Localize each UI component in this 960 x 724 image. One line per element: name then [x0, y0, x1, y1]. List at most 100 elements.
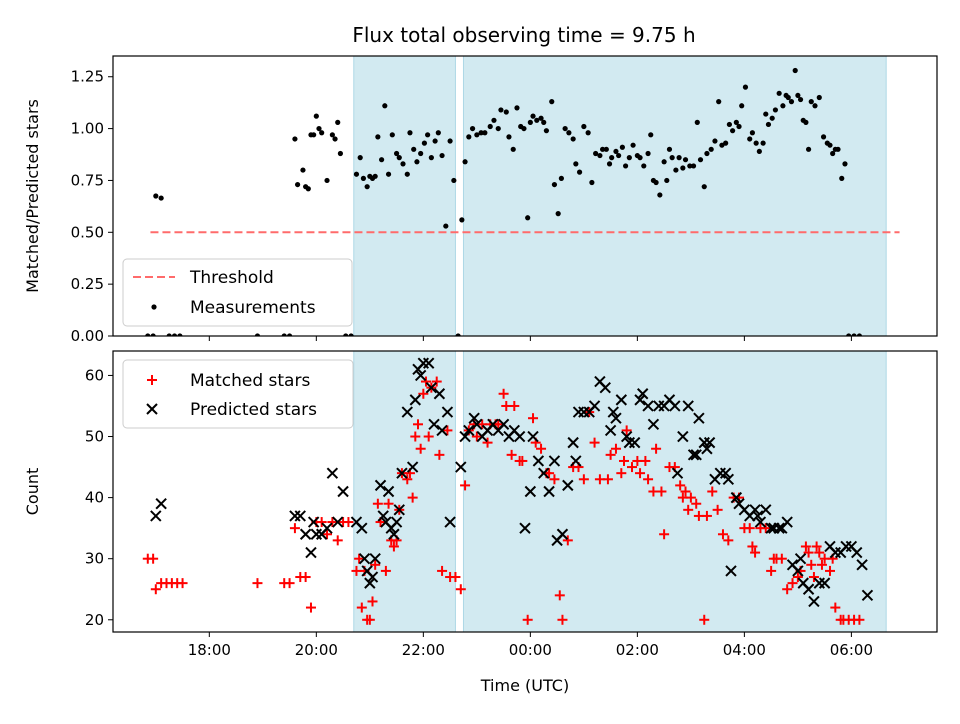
x-b: [388, 528, 400, 540]
measurement-point: [503, 109, 509, 115]
matched-star-point: [811, 541, 822, 552]
predicted-star-point: [396, 467, 408, 479]
measurement-point: [343, 333, 349, 336]
predicted-star-point: [722, 473, 735, 485]
y-tick-label: 1.25: [71, 68, 104, 86]
predicted-star-point: [332, 516, 344, 528]
predicted-star-point: [548, 455, 561, 467]
matched-star-point: [643, 474, 654, 485]
measurement-point: [613, 148, 619, 155]
predicted-star-point: [620, 430, 633, 443]
x-b: [377, 510, 389, 522]
matched-star-point: [712, 504, 723, 515]
measurement-point: [812, 103, 818, 109]
predicted-star-point: [369, 552, 381, 565]
measurement-point: [581, 123, 587, 130]
predicted-star-point: [556, 528, 569, 540]
measurement-point: [747, 136, 753, 142]
measurement-point: [704, 150, 710, 157]
predicted-star-point: [719, 467, 732, 479]
measurement-point: [730, 128, 736, 134]
predicted-star-point: [687, 449, 700, 461]
x-b: [382, 485, 395, 498]
x-b: [570, 455, 582, 467]
legend-threshold-label: Threshold: [189, 268, 274, 288]
predicted-star-point: [321, 522, 333, 534]
matched-star-point: [782, 584, 793, 595]
matched-star-point: [747, 541, 758, 552]
measurement-point: [619, 144, 625, 150]
x-b: [393, 504, 405, 516]
x-b: [824, 540, 836, 553]
predicted-star-point: [856, 559, 868, 571]
axes-frame: [112, 55, 938, 337]
x-b: [663, 394, 676, 406]
measurement-point: [603, 146, 609, 152]
measurement-point: [329, 132, 335, 138]
predicted-star-point: [299, 528, 312, 540]
measurement-point: [551, 181, 558, 188]
x-b: [701, 443, 713, 455]
predicted-star-point: [377, 510, 389, 522]
measurement-point: [300, 167, 306, 173]
legend-top: Threshold Measurements: [122, 258, 353, 327]
measurement-point: [332, 136, 338, 142]
x-b: [487, 418, 499, 431]
matched-star-point: [544, 468, 555, 479]
matched-star-point: [683, 504, 694, 515]
measurement-point: [616, 152, 622, 159]
matched-star-point: [252, 578, 263, 589]
x-b: [749, 504, 761, 516]
measurement-point: [495, 125, 501, 132]
measurement-point: [742, 84, 749, 90]
x-b: [620, 430, 633, 443]
predicted-star-point: [358, 552, 371, 565]
measurement-point: [797, 96, 804, 103]
measurement-point: [664, 177, 670, 184]
predicted-star-point: [471, 418, 483, 431]
measurement-point: [842, 161, 848, 167]
measurement-point: [785, 94, 791, 101]
x-b: [444, 516, 456, 528]
matched-star-point: [364, 614, 375, 625]
matched-star-point: [554, 590, 565, 601]
matched-star-point: [493, 419, 504, 430]
x-b: [406, 461, 419, 473]
measurement-point: [712, 138, 718, 144]
matched-star-point: [455, 584, 466, 595]
measurement-point: [780, 103, 786, 109]
measurement-point: [530, 113, 536, 119]
matched-star-point: [407, 492, 418, 503]
predicted-star-point: [610, 412, 622, 424]
x-b: [364, 577, 376, 589]
measurement-point: [379, 157, 385, 163]
predicted-star-point: [567, 436, 579, 449]
measurement-point: [701, 184, 707, 190]
predicted-star-point: [562, 479, 574, 492]
x-b: [733, 498, 745, 510]
matched-star-point: [412, 419, 423, 430]
predicted-star-point: [436, 424, 448, 437]
x-b: [150, 510, 162, 522]
x-b: [856, 559, 868, 571]
measurement-point: [566, 130, 572, 136]
measurement-point: [839, 175, 845, 181]
matched-star-point: [370, 559, 381, 570]
measurement-point: [776, 90, 782, 96]
x-b: [794, 552, 807, 565]
x-b: [634, 394, 646, 406]
matched-star-point: [322, 529, 333, 540]
matched-star-point: [528, 413, 539, 424]
predicted-star-point: [794, 552, 807, 565]
matched-star-point: [656, 486, 667, 497]
predicted-star-point: [422, 357, 435, 369]
measurement-point: [145, 333, 151, 336]
measurement-point: [538, 115, 544, 121]
measurement-point: [808, 99, 814, 105]
measurement-point: [733, 119, 739, 125]
matched-star-point: [792, 572, 803, 583]
measurement-point: [443, 223, 449, 229]
x-b: [760, 504, 772, 516]
predicted-star-point: [634, 394, 646, 406]
